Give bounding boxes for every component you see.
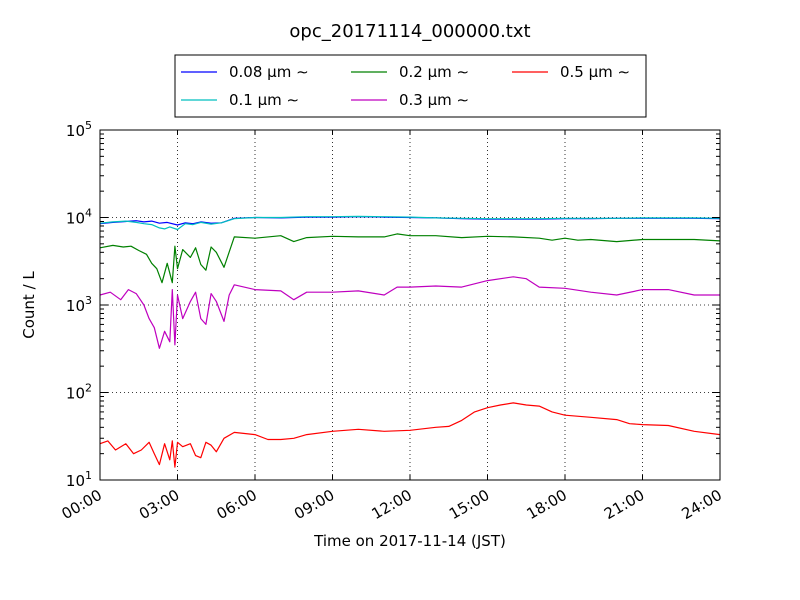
ticks (99, 129, 721, 481)
legend-label-0: 0.08 μm ∼ (229, 63, 309, 81)
y-tick-label: 104 (66, 207, 92, 228)
series-group (99, 215, 721, 468)
series-line-1 (99, 215, 721, 231)
x-axis-label: Time on 2017-11-14 (JST) (313, 532, 506, 550)
y-tick-label: 102 (66, 382, 92, 403)
legend: 0.08 μm ∼ 0.1 μm ∼ 0.2 μm ∼ 0.3 μm ∼ 0.5 μm … (174, 54, 647, 118)
series-line-2 (99, 233, 721, 284)
grid (100, 130, 720, 480)
legend-label-2: 0.2 μm ∼ (399, 63, 469, 81)
legend-label-3: 0.3 μm ∼ (399, 91, 469, 109)
legend-label-1: 0.1 μm ∼ (229, 91, 299, 109)
series-line-4 (99, 402, 721, 468)
y-axis-label: Count / L (20, 271, 38, 339)
chart-title: opc_20171114_000000.txt (289, 21, 530, 42)
y-tick-label: 105 (66, 119, 92, 140)
legend-label-4: 0.5 μm ∼ (560, 63, 630, 81)
series-line-3 (99, 276, 720, 349)
y-tick-label: 101 (66, 469, 92, 490)
y-tick-labels: 101 102 103 104 105 (66, 119, 92, 490)
legend-box (174, 54, 647, 118)
y-tick-label: 103 (66, 294, 92, 315)
